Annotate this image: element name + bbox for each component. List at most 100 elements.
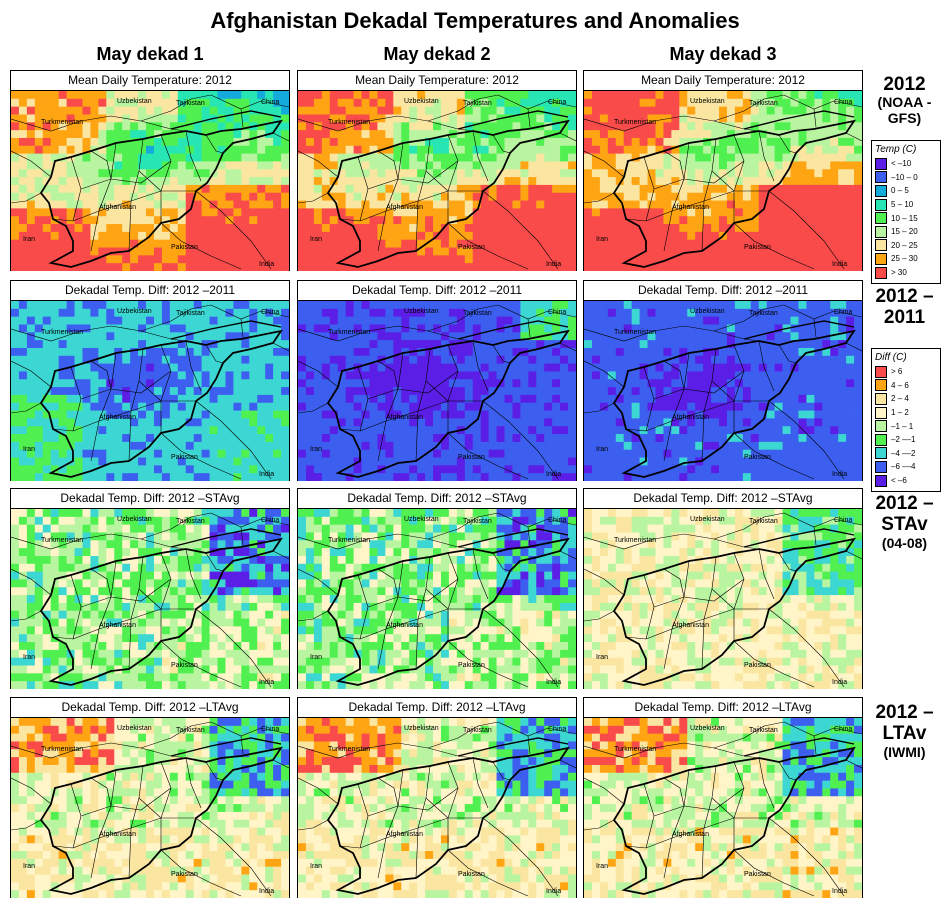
legend-label: 25 – 30 <box>891 254 918 264</box>
map-label-iran: Iran <box>23 446 35 453</box>
map-label-india: India <box>832 261 847 268</box>
map-raster: Uzbekistan Tajikistan China Turkmenistan Afg… <box>298 301 576 481</box>
legend-item: > 6 <box>875 365 937 379</box>
legend-label: < –6 <box>891 476 907 486</box>
legend-label: –4 ––2 <box>891 448 916 458</box>
map-label-china: China <box>261 99 279 106</box>
map-label-pakistan: Pakistan <box>458 871 485 878</box>
map-label-iran: Iran <box>596 863 608 870</box>
panel-title: Dekadal Temp. Diff: 2012 –STAvg <box>298 489 576 509</box>
map-label-china: China <box>548 99 566 106</box>
legend-swatch <box>875 212 887 225</box>
map-label-afghanistan: Afghanistan <box>672 204 709 211</box>
map-label-turkmenistan: Turkmenistan <box>614 537 656 544</box>
map-label-uzbekistan: Uzbekistan <box>690 98 725 105</box>
map-raster: Uzbekistan Tajikistan China Turkmenistan Afg… <box>11 301 289 481</box>
map-label-tajikistan: Tajikistan <box>749 310 778 317</box>
map-label-tajikistan: Tajikistan <box>176 100 205 107</box>
map-label-pakistan: Pakistan <box>744 871 771 878</box>
map-label-china: China <box>548 517 566 524</box>
legend-item: 20 – 25 <box>875 239 937 253</box>
legend-label: –6 ––4 <box>891 462 916 472</box>
legend-label: –10 – 0 <box>891 172 918 182</box>
legend-swatch <box>875 157 887 170</box>
map-label-turkmenistan: Turkmenistan <box>614 746 656 753</box>
panel-title: Dekadal Temp. Diff: 2012 –LTAvg <box>298 698 576 718</box>
map-label-uzbekistan: Uzbekistan <box>117 308 152 315</box>
column-header-dekad-1: May dekad 1 <box>96 44 204 64</box>
difference-legend: Diff (C) > 6 4 – 6 2 – 4 1 – 2 –1 – 1 –2 ––1 –… <box>871 348 941 493</box>
row-label-sub: (IWMI) <box>883 743 926 760</box>
legend-label: 15 – 20 <box>891 227 918 237</box>
legend-swatch <box>875 239 887 252</box>
map-label-turkmenistan: Turkmenistan <box>41 329 83 336</box>
map-label-india: India <box>546 888 561 895</box>
map-raster: Uzbekistan Tajikistan China Turkmenistan Afg… <box>11 509 289 689</box>
legend-swatch <box>875 406 887 419</box>
legend-swatch <box>875 460 887 473</box>
map-label-india: India <box>546 679 561 686</box>
row-label-2012-2011: 2012 –2011 <box>862 286 947 329</box>
map-raster: Uzbekistan Tajikistan China Turkmenistan Afg… <box>11 91 289 271</box>
map-label-uzbekistan: Uzbekistan <box>117 725 152 732</box>
map-panel: Dekadal Temp. Diff: 2012 –2011 Uzbekistan… <box>297 280 577 481</box>
map-label-pakistan: Pakistan <box>171 871 198 878</box>
map-label-china: China <box>261 309 279 316</box>
legend-label: 5 – 10 <box>891 200 914 210</box>
panel-title: Dekadal Temp. Diff: 2012 –2011 <box>298 281 576 301</box>
legend-label: 10 – 15 <box>891 213 918 223</box>
legend-item: –1 – 1 <box>875 419 937 433</box>
legend-label: 20 – 25 <box>891 240 918 250</box>
panel-title: Dekadal Temp. Diff: 2012 –LTAvg <box>584 698 862 718</box>
map-label-china: China <box>834 517 852 524</box>
map-raster: Uzbekistan Tajikistan China Turkmenistan Afg… <box>298 509 576 689</box>
map-label-turkmenistan: Turkmenistan <box>41 119 83 126</box>
map-label-uzbekistan: Uzbekistan <box>117 98 152 105</box>
legend-swatch <box>875 392 887 405</box>
column-header-dekad-2: May dekad 2 <box>383 44 491 64</box>
row-label-main: 2012 <box>883 74 926 95</box>
panel-title: Mean Daily Temperature: 2012 <box>584 71 862 91</box>
map-label-india: India <box>259 888 274 895</box>
map-label-india: India <box>832 679 847 686</box>
legend-swatch <box>875 198 887 211</box>
map-panel: Dekadal Temp. Diff: 2012 –LTAvg Uzbekista… <box>297 697 577 898</box>
map-label-pakistan: Pakistan <box>171 244 198 251</box>
legend-label: –2 ––1 <box>891 435 916 445</box>
legend-label: 1 – 2 <box>891 408 909 418</box>
map-label-china: China <box>834 309 852 316</box>
legend-item: 2 – 4 <box>875 392 937 406</box>
map-label-turkmenistan: Turkmenistan <box>328 537 370 544</box>
panel-title: Dekadal Temp. Diff: 2012 –2011 <box>584 281 862 301</box>
row-label-sub: (NOAA -GFS) <box>877 94 932 126</box>
map-label-iran: Iran <box>23 236 35 243</box>
map-label-afghanistan: Afghanistan <box>386 622 423 629</box>
legend-swatch <box>875 252 887 265</box>
legend-swatch <box>875 266 887 279</box>
legend-swatch <box>875 171 887 184</box>
map-panel: Dekadal Temp. Diff: 2012 –2011 Uzbekistan… <box>583 280 863 481</box>
legend-label: > 6 <box>891 367 903 377</box>
legend-item: 5 – 10 <box>875 198 937 212</box>
map-label-iran: Iran <box>23 863 35 870</box>
map-label-turkmenistan: Turkmenistan <box>614 119 656 126</box>
map-label-turkmenistan: Turkmenistan <box>41 746 83 753</box>
map-label-uzbekistan: Uzbekistan <box>404 725 439 732</box>
map-raster: Uzbekistan Tajikistan China Turkmenistan Afg… <box>584 718 862 898</box>
map-label-turkmenistan: Turkmenistan <box>614 329 656 336</box>
panel-title: Mean Daily Temperature: 2012 <box>11 71 289 91</box>
row-label-main: 2012 –LTAv <box>875 702 934 745</box>
map-label-afghanistan: Afghanistan <box>386 831 423 838</box>
map-label-china: China <box>548 309 566 316</box>
legend-swatch <box>875 365 887 378</box>
legend-item: –6 ––4 <box>875 460 937 474</box>
legend-item: 10 – 15 <box>875 211 937 225</box>
legend-item: 0 – 5 <box>875 184 937 198</box>
legend-title: Diff (C) <box>875 352 907 363</box>
map-panel: Mean Daily Temperature: 2012 Uzbekistan Ta… <box>583 70 863 271</box>
map-label-china: China <box>261 726 279 733</box>
map-label-iran: Iran <box>310 863 322 870</box>
map-label-afghanistan: Afghanistan <box>672 622 709 629</box>
row-label-sub: (04-08) <box>881 534 928 551</box>
legend-swatch <box>875 420 887 433</box>
